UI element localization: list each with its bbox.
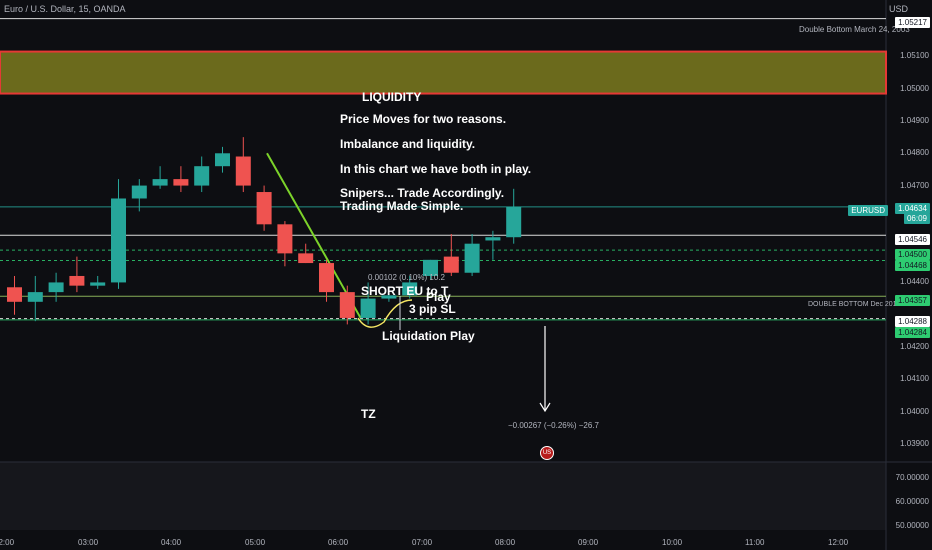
price-axis-label: 1.04000 — [900, 406, 929, 416]
price-axis-label: 1.04700 — [900, 180, 929, 190]
time-axis-label: 03:00 — [78, 538, 99, 547]
price-tag-6: 1.04284 — [895, 327, 930, 338]
tz-label: TZ — [361, 407, 376, 421]
us-flag-icon[interactable]: US — [540, 446, 554, 460]
candle-body-21 — [443, 256, 459, 273]
last-price-tag: 1.04634 — [895, 203, 930, 214]
candle-body-2 — [48, 282, 64, 293]
note-line-5: Trading Made Simple. — [340, 199, 464, 213]
time-axis-label: 10:00 — [662, 538, 683, 547]
price-axis-label: 1.04400 — [900, 277, 929, 287]
candle-body-19 — [402, 282, 418, 296]
candle-body-4 — [90, 282, 106, 286]
price-axis-label: 1.03900 — [900, 438, 929, 448]
sl-label: 3 pip SL — [409, 302, 456, 316]
time-axis-label: 02:00 — [0, 538, 15, 547]
trendline — [266, 152, 362, 319]
candle-timer-tag: 06:09 — [903, 213, 930, 224]
oscillator-axis-label: 70.00000 — [895, 473, 929, 482]
candle-body-17 — [360, 298, 376, 318]
price-tag-4: 1.04357 — [895, 295, 930, 306]
candle-body-20 — [423, 259, 438, 276]
currency-label: USD — [888, 4, 908, 14]
candle-body-3 — [69, 275, 85, 286]
time-axis-label: 12:00 — [828, 538, 849, 547]
double-bottom-2017-label: DOUBLE BOTTOM Dec 2017 — [808, 301, 901, 308]
candle-body-14 — [298, 253, 314, 264]
play-label: Play — [426, 290, 451, 304]
price-tag-1: 1.04546 — [895, 234, 930, 245]
candle-body-6 — [131, 185, 147, 199]
symbol-title: Euro / U.S. Dollar, 15, OANDA — [4, 4, 126, 14]
price-tag-top: 1.05217 — [895, 17, 930, 28]
liquidation-curve — [357, 299, 413, 328]
candle-body-12 — [256, 192, 272, 225]
liquidation-label: Liquidation Play — [382, 329, 475, 343]
price-tag-3: 1.04468 — [895, 260, 930, 271]
note-line-1: Price Moves for two reasons. — [340, 112, 507, 126]
time-axis-label: 05:00 — [245, 538, 266, 547]
candle-body-9 — [194, 166, 210, 186]
oscillator-pane — [0, 462, 886, 530]
candle-body-0 — [7, 287, 22, 302]
short-label: SHORT EU to T — [361, 284, 449, 298]
time-axis-label: 04:00 — [161, 538, 182, 547]
time-axis-label: 11:00 — [745, 538, 765, 547]
note-line-3: In this chart we have both in play. — [340, 162, 532, 176]
candle-body-8 — [173, 179, 189, 186]
price-axis-label: 1.04800 — [900, 148, 929, 158]
note-line-4: Snipers... Trade Accordingly. — [340, 186, 505, 200]
price-axis-label: 1.04900 — [900, 116, 929, 125]
candle-body-11 — [235, 156, 251, 186]
symbol-tag: EURUSD — [848, 205, 888, 216]
time-axis-label: 06:00 — [328, 538, 349, 547]
price-axis-label: 1.04200 — [900, 342, 929, 351]
candle-body-13 — [277, 224, 293, 254]
price-axis-label: 1.05100 — [900, 51, 929, 61]
time-axis-label: 08:00 — [495, 538, 516, 547]
candle-body-16 — [339, 292, 355, 318]
oscillator-axis-label: 60.00000 — [895, 497, 929, 506]
oscillator-axis-label: 50.00000 — [895, 521, 929, 530]
time-axis-label: 09:00 — [578, 538, 599, 547]
price-tag-2: 1.04500 — [895, 249, 930, 260]
candle-body-5 — [111, 198, 126, 283]
price-axis-label: 1.05000 — [900, 83, 929, 93]
liquidity-zone — [0, 50, 887, 95]
candle-body-10 — [215, 153, 230, 167]
measure-label: −0.00267 (−0.26%) −26.7 — [508, 421, 599, 430]
candle-body-7 — [152, 179, 168, 186]
double-bottom-2003-label: Double Bottom March 24, 2003 — [799, 25, 910, 34]
small-measure-label: 0.00102 (0.10%) 10.2 — [368, 273, 445, 282]
candle-body-24 — [506, 206, 522, 238]
candle-body-18 — [381, 295, 397, 299]
liquidity-label: LIQUIDITY — [362, 90, 422, 104]
candle-body-22 — [464, 243, 480, 273]
candle-body-15 — [319, 263, 334, 293]
candle-body-23 — [485, 237, 501, 241]
candle-body-1 — [27, 292, 43, 302]
price-tag-5: 1.04288 — [895, 316, 930, 327]
note-line-2: Imbalance and liquidity. — [340, 137, 476, 151]
price-axis-label: 1.04100 — [900, 374, 929, 384]
time-axis-label: 07:00 — [412, 538, 433, 547]
measure-arrow-head — [539, 402, 551, 413]
